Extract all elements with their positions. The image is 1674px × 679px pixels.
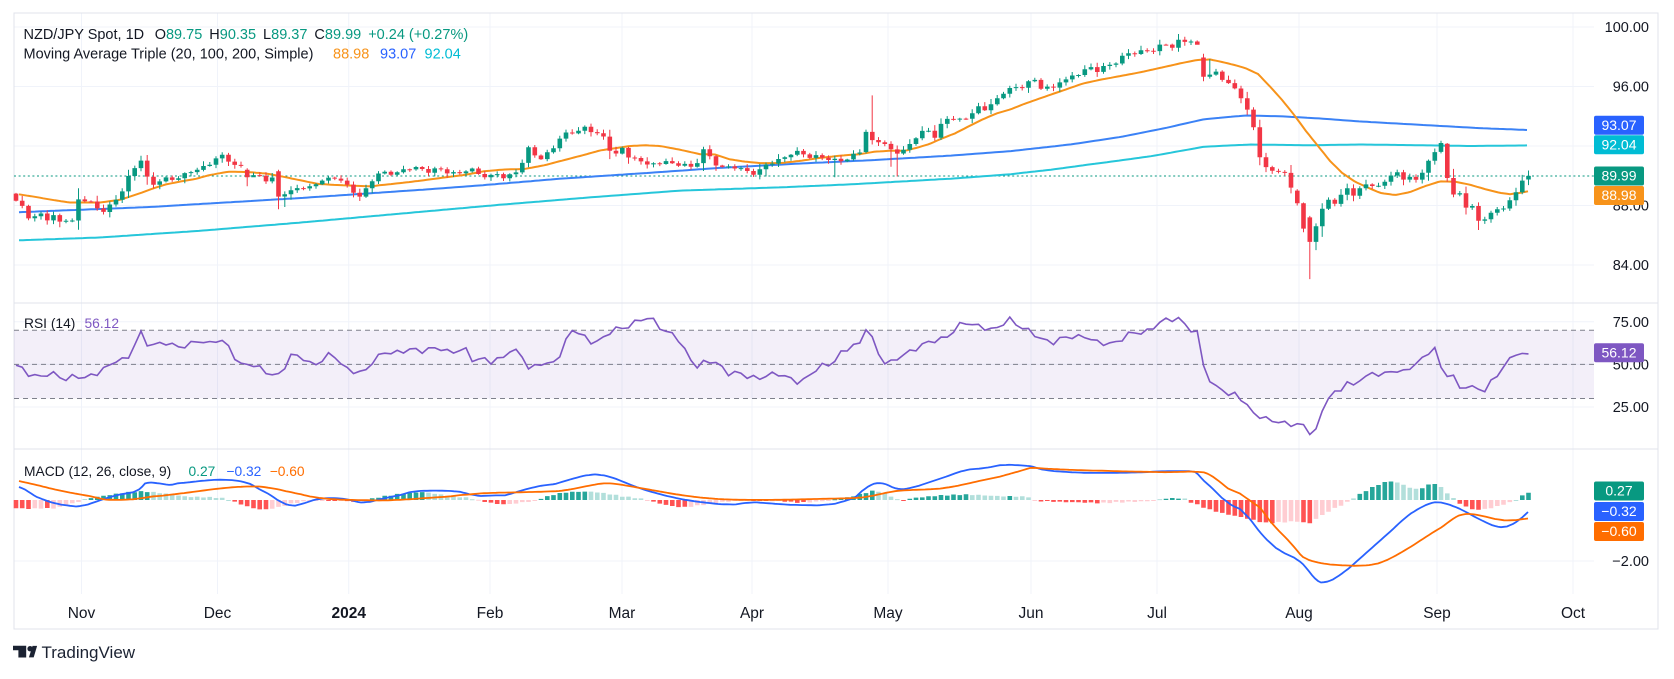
svg-text:Oct: Oct <box>1561 605 1586 622</box>
svg-text:May: May <box>873 605 903 622</box>
svg-text:25.00: 25.00 <box>1613 400 1649 416</box>
svg-text:92.04: 92.04 <box>1601 136 1636 152</box>
svg-text:Dec: Dec <box>204 605 232 622</box>
svg-text:TradingView: TradingView <box>42 643 136 662</box>
svg-text:MACD (12, 26, close, 9)0.27−0.: MACD (12, 26, close, 9) 0.27 −0.32 −0.60 <box>24 464 305 479</box>
svg-text:0.27: 0.27 <box>1605 483 1632 499</box>
svg-text:Moving Average Triple (20, 100: Moving Average Triple (20, 100, 200, Sim… <box>24 47 461 63</box>
svg-text:Jul: Jul <box>1147 605 1167 622</box>
svg-text:Feb: Feb <box>477 605 504 622</box>
svg-text:Jun: Jun <box>1019 605 1044 622</box>
svg-text:−2.00: −2.00 <box>1612 554 1649 570</box>
svg-text:88.98: 88.98 <box>1601 187 1636 203</box>
svg-text:Apr: Apr <box>740 605 764 622</box>
svg-text:2024: 2024 <box>331 605 366 622</box>
svg-text:Aug: Aug <box>1285 605 1313 622</box>
svg-text:Mar: Mar <box>609 605 636 622</box>
svg-text:Sep: Sep <box>1423 605 1451 622</box>
svg-text:89.99: 89.99 <box>1601 168 1636 184</box>
svg-text:−0.32: −0.32 <box>1601 503 1637 519</box>
svg-text:93.07: 93.07 <box>1601 117 1636 133</box>
svg-text:75.00: 75.00 <box>1613 315 1649 331</box>
svg-text:56.12: 56.12 <box>1601 344 1636 360</box>
svg-text:96.00: 96.00 <box>1613 80 1649 96</box>
svg-text:−0.60: −0.60 <box>1601 523 1637 539</box>
svg-text:100.00: 100.00 <box>1605 20 1649 36</box>
svg-text:84.00: 84.00 <box>1613 258 1649 274</box>
svg-text:RSI (14)56.12: RSI (14) 56.12 <box>24 316 119 331</box>
svg-text:Nov: Nov <box>68 605 96 622</box>
